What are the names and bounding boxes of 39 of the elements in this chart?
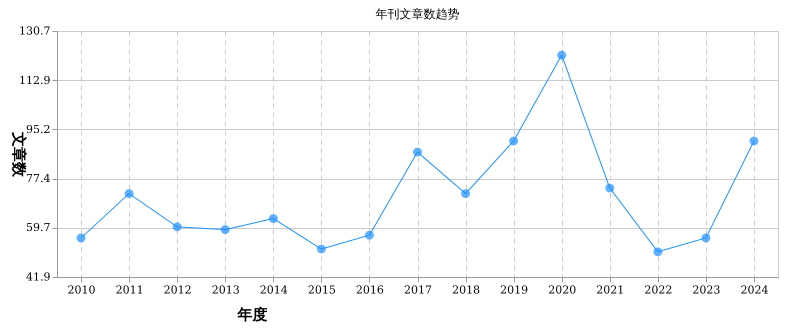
y-tick-label: 112.9 [19, 74, 50, 87]
point [364, 230, 374, 240]
x-tick-label: 2020 [548, 284, 576, 296]
point [701, 233, 710, 242]
x-tick-label: 2012 [164, 284, 192, 296]
x-tick-label: 2015 [308, 284, 336, 296]
x-tick-label: 2011 [116, 284, 144, 296]
x-tick-label: 2014 [260, 284, 288, 296]
point [653, 247, 662, 256]
point [268, 214, 278, 224]
y-tick-label: 41.9 [26, 270, 50, 284]
point [509, 136, 518, 146]
point [557, 50, 566, 60]
y-tick-label: 130.7 [19, 24, 50, 38]
x-tick-label: 2016 [356, 284, 384, 296]
x-tick-label: 2022 [644, 284, 672, 296]
x-tick-label: 2024 [740, 284, 768, 296]
point [461, 189, 470, 198]
point [220, 225, 230, 234]
y-tick-label: 77.4 [26, 172, 50, 186]
x-tick-label: 2019 [500, 284, 528, 296]
x-tick-label: 2017 [404, 284, 432, 296]
x-tick-label: 2021 [596, 284, 624, 296]
x-tick-label: 2018 [452, 284, 480, 296]
point [413, 148, 422, 157]
point [749, 136, 758, 146]
point [605, 184, 614, 193]
point [316, 244, 326, 254]
y-axis-title: 文章数 [10, 131, 28, 178]
x-tick-label: 2013 [212, 284, 240, 296]
point [124, 189, 134, 198]
point [172, 222, 182, 232]
y-tick-label: 95.2 [26, 122, 50, 136]
x-tick-label: 2010 [68, 284, 96, 296]
chart-title: 年刊文章数趋势 [376, 7, 460, 21]
point [76, 233, 86, 242]
x-axis-title: 年度 [236, 306, 268, 324]
x-tick-label: 2023 [692, 284, 720, 296]
y-tick-label: 59.7 [26, 221, 50, 234]
